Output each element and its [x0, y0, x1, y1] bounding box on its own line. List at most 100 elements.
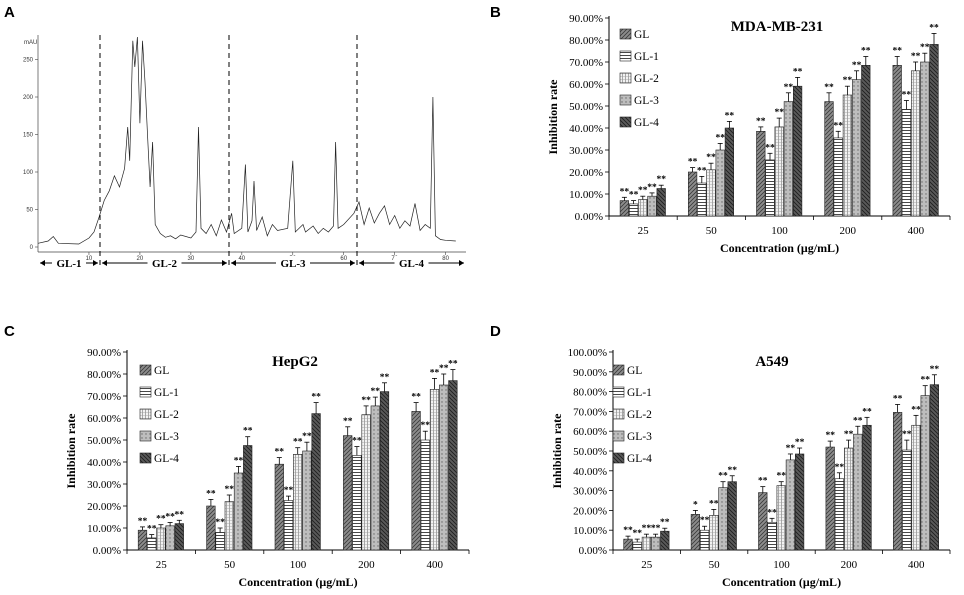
significance-marker: ** — [843, 76, 853, 86]
legend-swatch — [139, 430, 152, 442]
bar — [638, 199, 648, 217]
significance-marker: ** — [361, 396, 371, 406]
bar — [174, 523, 184, 551]
significance-marker: ** — [656, 175, 666, 185]
y-tick-label: 90.00% — [573, 367, 607, 379]
legend-label: GL — [627, 365, 642, 377]
significance-marker: ** — [302, 432, 312, 442]
chromatogram-x-tick-label: 30 — [188, 256, 195, 262]
legend-label: GL-2 — [634, 73, 659, 85]
chromatogram-unit: mAU — [24, 40, 37, 46]
significance-marker: ** — [448, 360, 458, 370]
panel-label-d: D — [490, 323, 501, 340]
x-tick-label: 25 — [156, 559, 168, 571]
y-tick-label: 20.00% — [573, 505, 607, 517]
significance-marker: ** — [825, 431, 835, 441]
significance-marker: ** — [225, 485, 235, 495]
y-tick-label: 10.00% — [573, 525, 607, 537]
bar — [243, 445, 253, 551]
legend-swatch — [619, 116, 632, 128]
y-tick-label: 50.00% — [569, 101, 603, 113]
segment-range: GL-3 — [231, 256, 355, 270]
y-tick-label: 90.00% — [87, 347, 121, 359]
significance-marker: ** — [862, 407, 872, 417]
x-axis-label: Concentration (μg/mL) — [720, 241, 839, 255]
significance-marker: ** — [430, 368, 440, 378]
legend-swatch — [139, 386, 152, 398]
significance-marker: ** — [920, 376, 930, 386]
bar — [776, 485, 786, 551]
x-tick-label: 25 — [638, 225, 650, 237]
bar — [715, 149, 725, 217]
significance-marker: ** — [647, 183, 657, 193]
y-tick-label: 20.00% — [569, 167, 603, 179]
significance-marker: ** — [929, 23, 939, 33]
bar — [420, 439, 430, 551]
bar — [910, 70, 921, 217]
significance-marker: ** — [343, 417, 353, 427]
significance-marker: ** — [620, 187, 630, 197]
bar — [709, 515, 719, 551]
bar — [851, 79, 862, 217]
chromatogram-y-tick-label: 0 — [30, 245, 34, 251]
significance-marker: ** — [642, 524, 652, 534]
chart-hepg2: 0.00% 10.00% 20.00% 30.00% 40.00% 50.00% 60.00… — [64, 347, 470, 589]
segment-label: GL-2 — [152, 258, 178, 270]
bar — [656, 188, 666, 217]
legend-swatch — [139, 452, 152, 464]
bar — [767, 521, 777, 551]
y-tick-label: 100.00% — [568, 347, 607, 359]
significance-marker: ** — [758, 477, 768, 487]
y-tick-label: 0.00% — [575, 211, 603, 223]
segment-range: GL-4 — [359, 256, 464, 270]
bar — [833, 137, 843, 217]
bar — [293, 453, 303, 551]
legend-label: GL-3 — [154, 431, 179, 443]
legend-swatch — [619, 28, 632, 40]
segment-label: GL-4 — [399, 258, 425, 270]
bar — [794, 453, 805, 551]
x-tick-label: 200 — [358, 559, 375, 571]
bar — [697, 182, 707, 217]
significance-marker: ** — [911, 52, 921, 62]
bar — [370, 405, 380, 551]
bar — [411, 411, 421, 551]
significance-marker: ** — [853, 416, 863, 426]
y-tick-label: 40.00% — [573, 466, 607, 478]
bar — [215, 532, 225, 551]
bar — [920, 61, 930, 217]
significance-marker: ** — [138, 517, 148, 527]
significance-marker: ** — [727, 466, 737, 476]
significance-marker: ** — [165, 513, 175, 523]
y-tick-label: 80.00% — [87, 369, 121, 381]
x-tick-label: 50 — [709, 559, 721, 571]
x-tick-label: 400 — [427, 559, 444, 571]
significance-marker: ** — [311, 393, 321, 403]
significance-marker: ** — [411, 393, 421, 403]
y-axis-label: Inhibition rate — [64, 413, 78, 489]
bar — [902, 449, 912, 551]
bar — [834, 478, 844, 551]
bar — [283, 500, 294, 551]
segment-label-bg — [52, 256, 86, 269]
bar — [727, 481, 737, 551]
legend-swatch — [619, 72, 632, 84]
significance-marker: ** — [156, 515, 166, 525]
bar — [756, 131, 766, 217]
x-tick-label: 100 — [773, 559, 790, 571]
x-tick-label: 200 — [839, 225, 856, 237]
y-tick-label: 40.00% — [569, 123, 603, 135]
legend-label: GL-1 — [634, 51, 659, 63]
bar — [901, 109, 911, 217]
x-tick-label: 25 — [641, 559, 653, 571]
segment-arrowhead — [231, 260, 236, 266]
bar — [920, 395, 930, 551]
significance-marker: ** — [765, 143, 775, 153]
chromatogram-y-tick-label: 50 — [26, 208, 33, 214]
bar — [687, 171, 698, 217]
legend-swatch — [619, 50, 632, 62]
significance-marker: ** — [147, 525, 157, 535]
x-axis-label: Concentration (μg/mL) — [722, 575, 841, 589]
